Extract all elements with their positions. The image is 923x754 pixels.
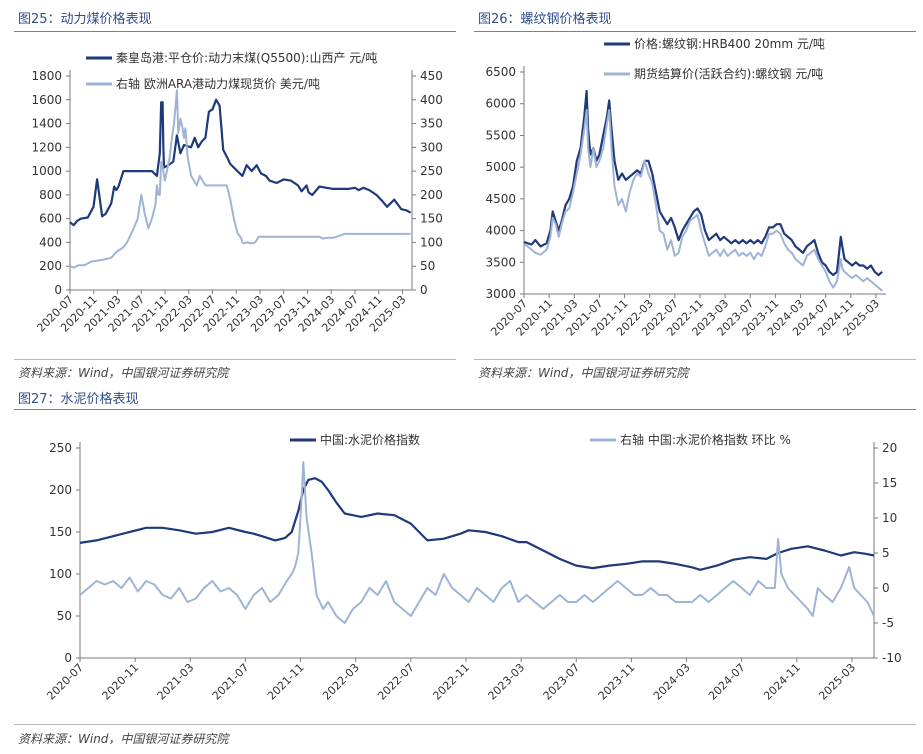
y-right-tick-label: 50 bbox=[420, 259, 435, 273]
y-left-tick-label: 200 bbox=[39, 259, 62, 273]
y-right-tick-label: 450 bbox=[420, 69, 443, 83]
x-tick-label: 2021-07 bbox=[210, 661, 252, 703]
chart-title-rebar: 图26：螺纹钢价格表现 bbox=[478, 12, 612, 27]
y-right-tick-label: 300 bbox=[420, 140, 443, 154]
coal-price-chart: 0 200 400 600 800 1000 1200 1400 1600 1800 0 50 100 1… bbox=[31, 50, 443, 335]
x-tick-label: 2020-07 bbox=[44, 661, 86, 703]
y-left-tick-label: 400 bbox=[39, 235, 62, 249]
y-left-tick-label: 6500 bbox=[485, 65, 516, 79]
chart-title-cement: 图27：水泥价格表现 bbox=[18, 392, 139, 407]
y-right-tick-label: 250 bbox=[420, 164, 443, 178]
y-right-tick-label: 350 bbox=[420, 117, 443, 131]
y-left-tick-label: 3500 bbox=[485, 255, 516, 269]
y-left-tick-label: 4500 bbox=[485, 192, 516, 206]
y-left-tick-label: 150 bbox=[49, 525, 72, 539]
chart-title-coal: 图25：动力煤价格表现 bbox=[18, 12, 152, 27]
y-left-tick-label: 600 bbox=[39, 212, 62, 226]
y-left-tick-label: 4000 bbox=[485, 224, 516, 238]
y-right-tick-label: 5 bbox=[882, 546, 890, 560]
y-left-tick-label: 800 bbox=[39, 188, 62, 202]
source-note-rebar: 资料来源：Wind，中国银河证券研究院 bbox=[478, 366, 689, 380]
x-tick-label: 2023-11 bbox=[596, 661, 638, 703]
title-rule-rebar bbox=[474, 31, 916, 32]
y-left-tick-label: 200 bbox=[49, 483, 72, 497]
x-tick-label: 2024-03 bbox=[651, 661, 693, 703]
x-tick-label: 2025-03 bbox=[816, 661, 858, 703]
y-left-tick-label: 1600 bbox=[31, 93, 62, 107]
x-tick-label: 2021-11 bbox=[265, 661, 307, 703]
x-tick-label: 2024-07 bbox=[706, 661, 748, 703]
y-left-tick-label: 1800 bbox=[31, 69, 62, 83]
y-left-tick-label: 5500 bbox=[485, 128, 516, 142]
x-tick-label: 2020-11 bbox=[100, 661, 142, 703]
legend-label-2: 右轴 中国:水泥价格指数 环比 % bbox=[620, 432, 791, 447]
y-right-tick-label: 200 bbox=[420, 188, 443, 202]
x-tick-label: 2023-07 bbox=[541, 661, 583, 703]
x-tick-label: 2021-03 bbox=[155, 661, 197, 703]
legend-label-1: 秦皇岛港:平仓价:动力末煤(Q5500):山西产 元/吨 bbox=[116, 50, 377, 65]
series-line-1 bbox=[69, 98, 412, 227]
title-rule-cement bbox=[14, 409, 916, 410]
y-left-tick-label: 5000 bbox=[485, 160, 516, 174]
source-rule-coal bbox=[14, 359, 456, 360]
y-left-tick-label: 100 bbox=[49, 567, 72, 581]
rebar-price-chart: 300035004000450050005500600065002020-072… bbox=[485, 36, 886, 339]
y-left-tick-label: 0 bbox=[54, 283, 62, 297]
series-line-2 bbox=[523, 109, 883, 292]
y-left-tick-label: 50 bbox=[57, 609, 72, 623]
y-right-tick-label: 0 bbox=[882, 581, 890, 595]
y-right-tick-label: 0 bbox=[420, 283, 428, 297]
series-line-1 bbox=[79, 477, 875, 571]
y-right-tick-label: -10 bbox=[882, 651, 902, 665]
source-rule-rebar bbox=[474, 359, 916, 360]
y-left-tick-label: 3000 bbox=[485, 287, 516, 301]
title-rule-coal bbox=[14, 31, 456, 32]
x-tick-label: 2022-07 bbox=[375, 661, 417, 703]
x-tick-label: 2023-03 bbox=[486, 661, 528, 703]
y-right-tick-label: 10 bbox=[882, 511, 897, 525]
y-right-tick-label: 100 bbox=[420, 235, 443, 249]
legend-label-2: 期货结算价(活跃合约):螺纹钢 元/吨 bbox=[634, 66, 823, 81]
legend-label-1: 价格:螺纹钢:HRB400 20mm 元/吨 bbox=[634, 36, 825, 51]
y-left-tick-label: 6000 bbox=[485, 97, 516, 111]
y-right-tick-label: 150 bbox=[420, 212, 443, 226]
y-right-tick-label: 400 bbox=[420, 93, 443, 107]
y-left-tick-label: 250 bbox=[49, 441, 72, 455]
y-right-tick-label: 20 bbox=[882, 441, 897, 455]
legend-label-2: 右轴 欧洲ARA港动力煤现货价 美元/吨 bbox=[116, 76, 320, 91]
series-line-2 bbox=[69, 89, 411, 269]
x-tick-label: 2022-03 bbox=[320, 661, 362, 703]
series-line-1 bbox=[523, 89, 883, 277]
y-left-tick-label: 1200 bbox=[31, 140, 62, 154]
y-left-tick-label: 0 bbox=[64, 651, 72, 665]
source-note-coal: 资料来源：Wind，中国银河证券研究院 bbox=[18, 366, 229, 380]
y-right-tick-label: 15 bbox=[882, 476, 897, 490]
y-right-tick-label: -5 bbox=[882, 616, 894, 630]
source-rule-cement bbox=[14, 724, 916, 725]
y-left-tick-label: 1000 bbox=[31, 164, 62, 178]
legend-label-1: 中国:水泥价格指数 bbox=[320, 432, 420, 447]
series-line-2 bbox=[79, 461, 875, 624]
x-tick-label: 2022-11 bbox=[430, 661, 472, 703]
x-tick-label: 2024-11 bbox=[761, 661, 803, 703]
source-note-cement: 资料来源：Wind，中国银河证券研究院 bbox=[18, 732, 229, 746]
y-left-tick-label: 1400 bbox=[31, 117, 62, 131]
cement-price-chart: 0 50 100 150 200 250 -10 -5 0 5 10 15 20 2020-07 2020-… bbox=[44, 432, 902, 703]
